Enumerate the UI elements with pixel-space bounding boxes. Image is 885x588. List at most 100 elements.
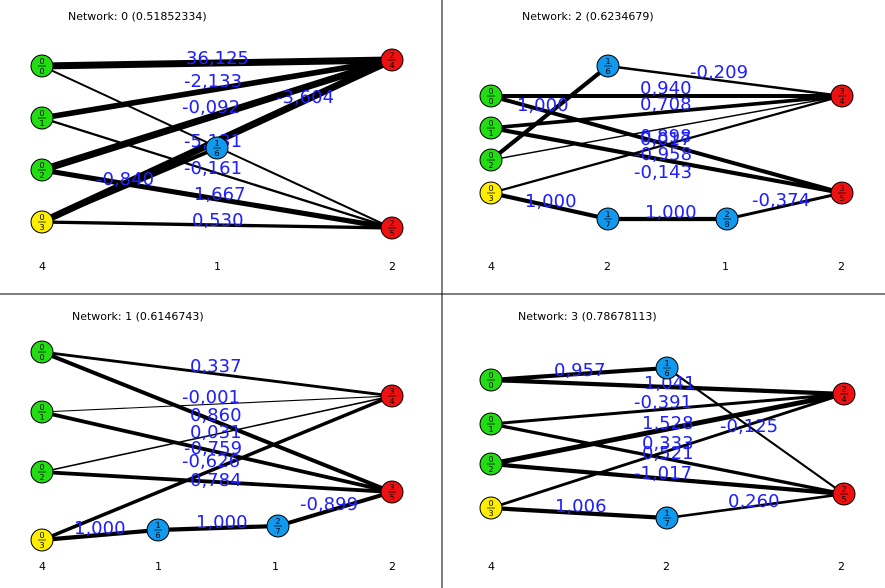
layer-count: 1 (155, 560, 162, 573)
layer-count: 2 (389, 260, 396, 273)
edge-n0-n6 (488, 365, 670, 383)
weight-label: 0,860 (190, 405, 242, 426)
edge-n3-n4 (489, 94, 844, 195)
node-id-label: 3 (39, 541, 44, 550)
layer-count: 4 (39, 260, 46, 273)
node-layer-label: 0 (39, 161, 44, 170)
node-hidden: 16 (596, 54, 620, 78)
edge-n2-n4 (488, 391, 847, 467)
layer-counts: 4 1 1 2 (39, 560, 396, 573)
node-output: 25 (832, 482, 856, 506)
edge-n1-n5 (489, 422, 846, 496)
node-layer-label: 3 (839, 184, 844, 193)
layer-count: 2 (663, 560, 670, 573)
weight-label: -2,133 (184, 71, 242, 92)
node-input: 00 (30, 340, 54, 364)
weight-label: -0,626 (182, 451, 240, 472)
edge-n2-n5 (488, 461, 847, 497)
weight-labels-layer: 0,337 -0,001 0,860 0,031 -0,759 -0,626 0… (74, 356, 358, 539)
node-id-label: 3 (39, 223, 44, 232)
node-id-label: 2 (488, 161, 493, 170)
node-layer-label: 0 (488, 371, 493, 380)
node-id-label: 2 (39, 171, 44, 180)
layer-count: 1 (722, 260, 729, 273)
node-id-label: 8 (724, 220, 729, 229)
node-bias: 03 (479, 496, 503, 520)
edge-n1-n4 (489, 94, 844, 130)
weight-label: 1,000 (525, 191, 577, 212)
weight-label: 1,006 (555, 496, 607, 517)
node-layer-label: 2 (389, 51, 394, 60)
weight-label: 0,708 (640, 94, 692, 115)
layer-count: 1 (272, 560, 279, 573)
node-id-label: 0 (488, 381, 493, 390)
node-layer-label: 0 (39, 213, 44, 222)
weight-label: 1,528 (642, 413, 694, 434)
edge-n3-n5 (40, 220, 394, 230)
edges-layer (488, 63, 845, 222)
layer-count: 2 (389, 560, 396, 573)
node-input: 00 (479, 84, 503, 108)
edge-n1-n4 (39, 57, 395, 121)
panel-title: Network: 1 (0.6146743) (72, 310, 204, 323)
node-input: 00 (30, 54, 54, 78)
panel-network-1: Network: 1 (0.6146743) 0,337 -0,001 0,86… (30, 310, 404, 573)
panel-title: Network: 0 (0.51852334) (68, 10, 207, 23)
node-layer-label: 0 (488, 87, 493, 96)
weight-label: 1,000 (196, 512, 248, 533)
edge-n0-n4 (38, 56, 396, 70)
weight-label: 0,521 (642, 443, 694, 464)
node-hidden: 16 (655, 356, 679, 380)
weight-label: -0,161 (184, 158, 242, 179)
node-id-label: 4 (841, 395, 846, 404)
node-layer-label: 0 (39, 57, 44, 66)
edge-n0-n4 (40, 350, 394, 398)
node-id-label: 7 (664, 519, 669, 528)
layer-count: 1 (214, 260, 221, 273)
layer-count: 4 (488, 560, 495, 573)
weight-label: -0,899 (300, 494, 358, 515)
layer-count: 2 (838, 560, 845, 573)
weight-label: -0,958 (634, 144, 692, 165)
node-layer-label: 0 (488, 184, 493, 193)
edge-n3-n4 (40, 394, 394, 542)
weight-label: 1,667 (194, 184, 246, 205)
edge-n0-n5 (40, 350, 394, 494)
node-layer-label: 0 (488, 415, 493, 424)
node-id-label: 7 (605, 220, 610, 229)
node-layer-label: 0 (39, 463, 44, 472)
weight-label: -0,840 (96, 169, 154, 190)
node-hidden: 27 (266, 514, 290, 538)
layer-count: 4 (39, 560, 46, 573)
node-layer-label: 1 (664, 359, 669, 368)
node-output: 24 (832, 382, 856, 406)
edge-n0-n4 (488, 377, 847, 397)
weight-label: 1,000 (645, 202, 697, 223)
node-input: 02 (479, 452, 503, 476)
node-output: 34 (830, 84, 854, 108)
edge-n7-n5 (275, 489, 395, 529)
node-layer-label: 0 (39, 531, 44, 540)
edge-n7-n5 (665, 492, 846, 520)
node-id-label: 5 (839, 194, 844, 203)
edge-n3-n7 (488, 190, 611, 222)
weight-label: -0,374 (752, 190, 810, 211)
weight-label: 0,260 (728, 491, 780, 512)
node-id-label: 5 (841, 495, 846, 504)
node-id-label: 6 (155, 531, 160, 540)
node-id-label: 0 (39, 353, 44, 362)
weight-label: 0,940 (640, 78, 692, 99)
node-hidden: 28 (715, 207, 739, 231)
edge-n3-n7 (488, 505, 670, 521)
node-id-label: 1 (39, 119, 44, 128)
weight-label: -0,125 (720, 416, 778, 437)
node-id-label: 0 (488, 97, 493, 106)
weight-label: 0,031 (190, 422, 242, 443)
node-hidden: 16 (146, 518, 170, 542)
edge-n2-n4 (38, 56, 396, 174)
node-bias: 03 (479, 181, 503, 205)
node-layer-label: 3 (839, 87, 844, 96)
node-layer-label: 2 (389, 219, 394, 228)
node-input: 02 (479, 148, 503, 172)
